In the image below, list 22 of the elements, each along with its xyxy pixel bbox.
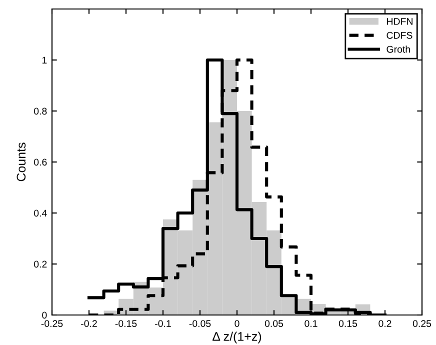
y-tick-label: 0.4	[34, 210, 47, 217]
x-tick-label: 0	[234, 320, 240, 327]
x-tick-label: -0.05	[189, 320, 211, 327]
x-axis-title: Δ z/(1+z)	[212, 332, 262, 344]
x-tick-label: -0.2	[81, 320, 97, 327]
y-axis-title: Counts	[16, 142, 26, 182]
x-tick-label: -0.15	[115, 320, 137, 327]
y-tick-label: 0.6	[34, 158, 47, 166]
x-tick-label: 0.1	[304, 320, 318, 327]
y-tick-label: 1	[42, 56, 47, 64]
y-tick-label: 0.8	[34, 108, 47, 115]
x-tick-label: -0.25	[41, 320, 63, 327]
x-tick-label: 0.2	[378, 320, 392, 327]
legend-label: HDFN	[387, 18, 412, 25]
x-tick-label: -0.1	[155, 320, 171, 327]
legend-label: CDFS	[386, 32, 412, 39]
legend-label: Groth	[386, 46, 410, 53]
y-tick-label: 0	[42, 312, 47, 319]
y-tick-label: 0.2	[34, 260, 47, 268]
x-tick-label: 0.25	[412, 320, 432, 327]
x-tick-label: 0.15	[338, 320, 358, 327]
x-tick-label: 0.05	[264, 320, 284, 327]
